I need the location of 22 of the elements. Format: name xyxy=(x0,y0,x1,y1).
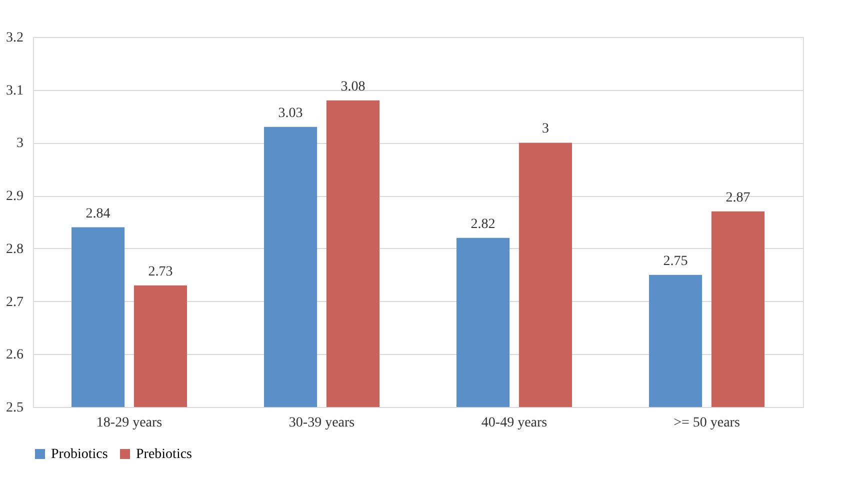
x-tick-label: 40-49 years xyxy=(481,416,548,430)
data-label: 3.03 xyxy=(278,106,303,121)
y-tick-label: 2.8 xyxy=(6,242,24,257)
y-tick-label: 2.6 xyxy=(6,348,24,363)
data-label: 2.87 xyxy=(726,190,750,206)
data-label: 2.73 xyxy=(148,264,173,280)
y-tick-label: 2.7 xyxy=(6,294,24,310)
data-label: 2.82 xyxy=(470,216,496,232)
data-label: 3.08 xyxy=(340,79,366,94)
x-tick-label: >= 50 years xyxy=(674,416,740,430)
data-label: 2.84 xyxy=(86,206,110,222)
y-tick-label: 3 xyxy=(16,136,24,152)
y-tick-label: 3.1 xyxy=(6,83,24,98)
y-tick-label: 2.9 xyxy=(6,189,24,204)
legend-label: Prebiotics xyxy=(136,447,192,462)
x-tick-label: 18-29 years xyxy=(96,416,162,430)
x-tick-label: 30-39 years xyxy=(288,416,355,430)
legend-label: Probiotics xyxy=(51,447,108,462)
data-label: 3 xyxy=(542,122,549,137)
y-tick-label: 3.2 xyxy=(6,30,24,46)
data-label: 2.75 xyxy=(663,254,688,269)
y-tick-label: 2.5 xyxy=(6,400,24,416)
